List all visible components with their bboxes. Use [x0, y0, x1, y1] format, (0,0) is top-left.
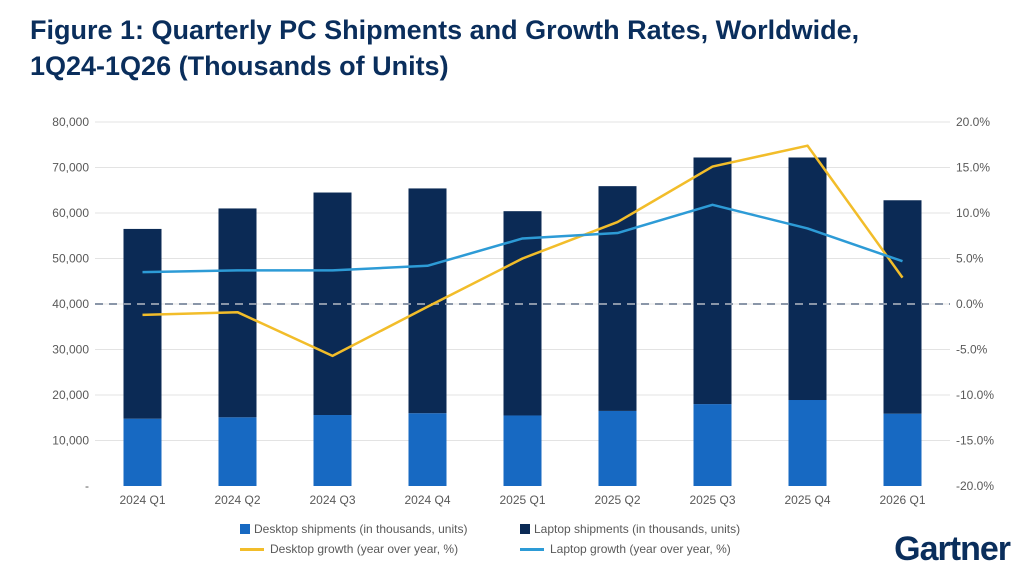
bar-desktop-shipments — [503, 415, 542, 486]
x-axis-ticks: 2024 Q1 2024 Q2 2024 Q3 2024 Q4 2025 Q1 2025 … — [119, 493, 925, 507]
bar-laptop-shipments — [123, 228, 162, 419]
bar-desktop-shipments — [788, 400, 827, 486]
bar-desktop-shipments — [313, 415, 352, 486]
left-axis-tick-label: 30,000 — [52, 343, 89, 357]
legend-desktop-growth-label: Desktop growth (year over year, %) — [270, 542, 459, 556]
left-axis-tick-label: 10,000 — [52, 434, 89, 448]
right-axis-tick-label: 20.0% — [956, 115, 990, 129]
legend-desktop-growth: Desktop growth (year over year, %) — [240, 542, 520, 556]
legend-laptop-shipments-label: Laptop shipments (in thousands, units) — [534, 522, 741, 536]
x-axis-tick-label: 2024 Q4 — [404, 493, 450, 507]
right-axis-tick-label: 0.0% — [956, 297, 984, 311]
bar-laptop-shipments — [883, 200, 922, 414]
chart-title-line-2: 1Q24-1Q26 (Thousands of Units) — [30, 51, 449, 81]
x-axis-tick-label: 2024 Q1 — [119, 493, 165, 507]
bar-desktop-shipments — [408, 413, 447, 486]
gartner-logo: Gartner — [894, 530, 1011, 568]
right-axis-tick-label: 5.0% — [956, 252, 984, 266]
bar-desktop-shipments — [598, 410, 637, 486]
line-desktop-growth — [142, 144, 904, 358]
legend-desktop-growth-swatch — [240, 547, 264, 551]
right-axis-tick-label: -20.0% — [956, 479, 994, 493]
bar-desktop-shipments — [123, 418, 162, 486]
legend-laptop-growth: Laptop growth (year over year, %) — [520, 542, 800, 556]
right-axis-ticks: -20.0% -15.0% -10.0% -5.0% 0.0% 5.0% 10.0% 15.0… — [956, 115, 994, 493]
x-axis-tick-label: 2024 Q2 — [214, 493, 260, 507]
legend-laptop-growth-label: Laptop growth (year over year, %) — [550, 542, 731, 556]
chart-title: Figure 1: Quarterly PC Shipments and Gro… — [30, 12, 1010, 84]
legend-laptop-shipments-swatch — [520, 524, 530, 534]
bars — [123, 157, 922, 486]
bar-desktop-shipments — [218, 417, 257, 486]
right-axis-tick-label: -5.0% — [956, 343, 988, 357]
x-axis-tick-label: 2026 Q1 — [879, 493, 925, 507]
legend-desktop-shipments-swatch — [240, 524, 250, 534]
chart-legend: Desktop shipments (in thousands, units) … — [240, 519, 800, 559]
right-axis-tick-label: 10.0% — [956, 206, 990, 220]
legend-desktop-shipments-label: Desktop shipments (in thousands, units) — [254, 522, 468, 536]
bar-laptop-shipments — [693, 157, 732, 405]
bar-desktop-shipments — [693, 404, 732, 486]
left-axis-tick-label: 60,000 — [52, 206, 89, 220]
left-axis-ticks: - 10,000 20,000 30,000 40,000 50,000 60,000 70,… — [52, 115, 89, 493]
legend-laptop-shipments: Laptop shipments (in thousands, units) — [520, 522, 800, 536]
bar-laptop-shipments — [503, 211, 542, 416]
left-axis-tick-label: - — [85, 479, 89, 493]
left-axis-tick-label: 70,000 — [52, 161, 89, 175]
bar-desktop-shipments — [883, 413, 922, 486]
x-axis-tick-label: 2024 Q3 — [309, 493, 355, 507]
left-axis-tick-label: 40,000 — [52, 297, 89, 311]
legend-laptop-growth-swatch — [520, 547, 544, 551]
bar-laptop-shipments — [788, 157, 827, 401]
left-axis-tick-label: 20,000 — [52, 388, 89, 402]
chart-title-line-1: Figure 1: Quarterly PC Shipments and Gro… — [30, 15, 860, 45]
left-axis-tick-label: 50,000 — [52, 252, 89, 266]
bar-laptop-shipments — [598, 186, 637, 411]
x-axis-tick-label: 2025 Q4 — [784, 493, 830, 507]
line-laptop-growth — [142, 203, 903, 274]
x-axis-tick-label: 2025 Q2 — [594, 493, 640, 507]
right-axis-tick-label: -10.0% — [956, 388, 994, 402]
right-axis-tick-label: -15.0% — [956, 434, 994, 448]
right-axis-tick-label: 15.0% — [956, 161, 990, 175]
legend-desktop-shipments: Desktop shipments (in thousands, units) — [240, 522, 520, 536]
left-axis-tick-label: 80,000 — [52, 115, 89, 129]
growth-lines — [142, 144, 904, 358]
x-axis-tick-label: 2025 Q1 — [499, 493, 545, 507]
x-axis-tick-label: 2025 Q3 — [689, 493, 735, 507]
